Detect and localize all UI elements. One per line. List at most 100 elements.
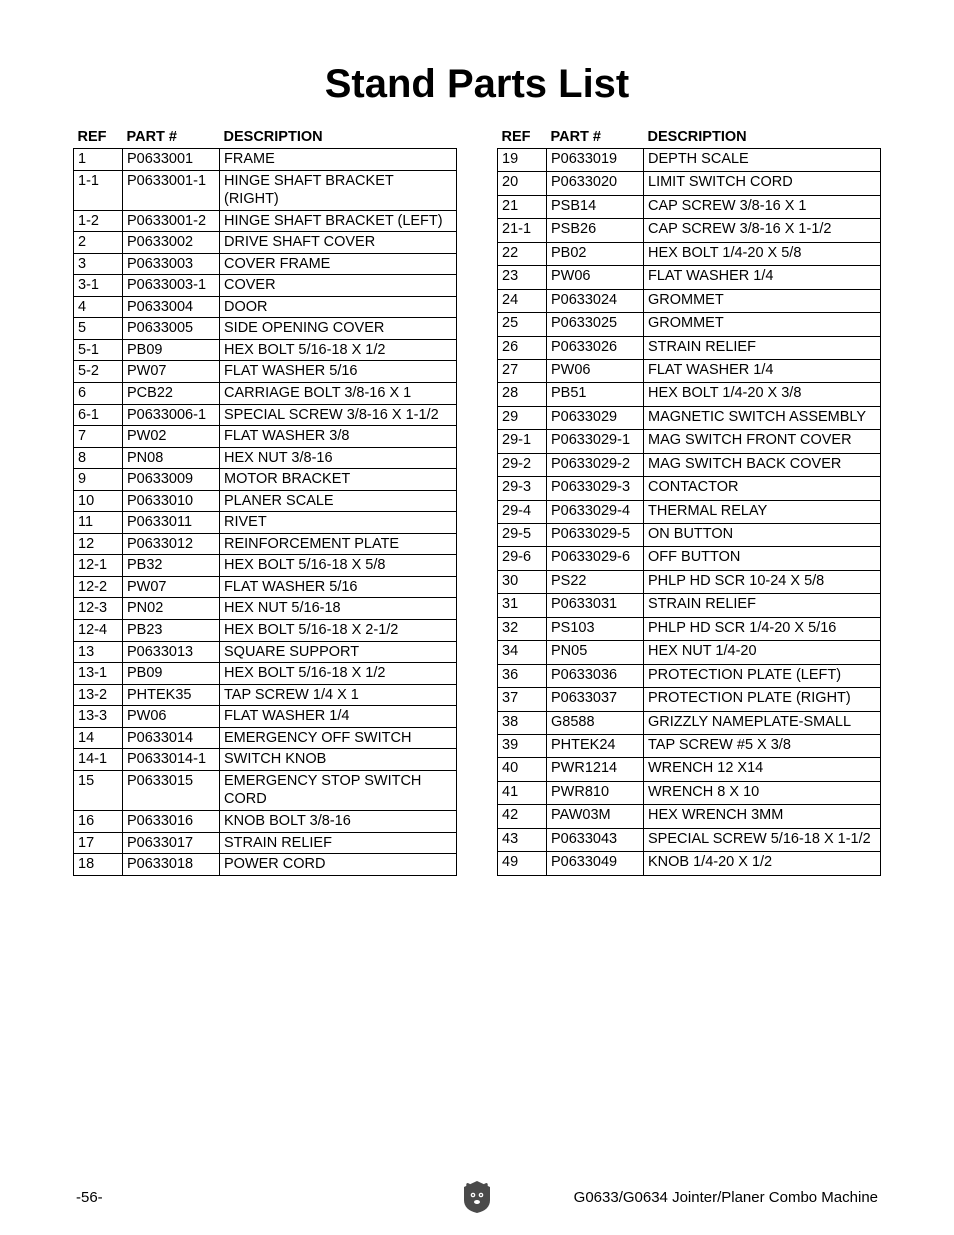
table-row: 21PSB14CAP SCREW 3/8-16 X 1 — [498, 195, 881, 218]
cell-desc: TAP SCREW #5 X 3/8 — [644, 734, 881, 757]
cell-desc: MOTOR BRACKET — [220, 469, 457, 491]
cell-desc: KNOB BOLT 3/8-16 — [220, 810, 457, 832]
cell-part: P0633029-5 — [547, 524, 644, 547]
table-row: 40PWR1214WRENCH 12 X14 — [498, 758, 881, 781]
cell-part: P0633036 — [547, 664, 644, 687]
table-row: 29-1P0633029-1MAG SWITCH FRONT COVER — [498, 430, 881, 453]
cell-part: P0633029 — [547, 406, 644, 429]
cell-part: PW06 — [123, 706, 220, 728]
cell-part: P0633029-1 — [547, 430, 644, 453]
cell-desc: PROTECTION PLATE (LEFT) — [644, 664, 881, 687]
cell-part: PHTEK24 — [547, 734, 644, 757]
cell-ref: 42 — [498, 805, 547, 828]
cell-part: P0633015 — [123, 770, 220, 810]
table-row: 1-2P0633001-2HINGE SHAFT BRACKET (LEFT) — [74, 210, 457, 232]
table-row: 41PWR810WRENCH 8 X 10 — [498, 781, 881, 804]
cell-part: P0633024 — [547, 289, 644, 312]
cell-ref: 13 — [74, 641, 123, 663]
cell-part: P0633003 — [123, 253, 220, 275]
cell-part: P0633029-3 — [547, 477, 644, 500]
table-row: 2P0633002DRIVE SHAFT COVER — [74, 232, 457, 254]
table-row: 13-1PB09HEX BOLT 5/16-18 X 1/2 — [74, 663, 457, 685]
cell-ref: 18 — [74, 854, 123, 876]
cell-part: PW07 — [123, 576, 220, 598]
cell-ref: 19 — [498, 149, 547, 172]
cell-ref: 13-2 — [74, 684, 123, 706]
parts-table-left: REF PART # DESCRIPTION 1P0633001FRAME1-1… — [73, 129, 457, 876]
cell-ref: 31 — [498, 594, 547, 617]
page: Stand Parts List REF PART # DESCRIPTION … — [0, 0, 954, 1235]
cell-desc: FLAT WASHER 1/4 — [644, 359, 881, 382]
cell-ref: 38 — [498, 711, 547, 734]
table-row: 28PB51HEX BOLT 1/4-20 X 3/8 — [498, 383, 881, 406]
table-row: 49P0633049KNOB 1/4-20 X 1/2 — [498, 852, 881, 875]
cell-part: P0633001 — [123, 149, 220, 171]
cell-desc: HEX BOLT 5/16-18 X 5/8 — [220, 555, 457, 577]
table-row: 39PHTEK24TAP SCREW #5 X 3/8 — [498, 734, 881, 757]
parts-table-right: REF PART # DESCRIPTION 19P0633019DEPTH S… — [497, 129, 881, 876]
cell-ref: 37 — [498, 688, 547, 711]
table-row: 32PS103PHLP HD SCR 1/4-20 X 5/16 — [498, 617, 881, 640]
cell-desc: OFF BUTTON — [644, 547, 881, 570]
cell-ref: 36 — [498, 664, 547, 687]
cell-desc: SIDE OPENING COVER — [220, 318, 457, 340]
cell-part: PS22 — [547, 570, 644, 593]
cell-part: P0633006-1 — [123, 404, 220, 426]
table-row: 42PAW03MHEX WRENCH 3MM — [498, 805, 881, 828]
cell-part: P0633037 — [547, 688, 644, 711]
cell-ref: 28 — [498, 383, 547, 406]
cell-desc: SQUARE SUPPORT — [220, 641, 457, 663]
grizzly-logo-icon — [462, 1180, 492, 1214]
cell-part: PS103 — [547, 617, 644, 640]
cell-ref: 5 — [74, 318, 123, 340]
page-number: -56- — [76, 1189, 103, 1206]
cell-desc: HEX BOLT 5/16-18 X 1/2 — [220, 663, 457, 685]
cell-ref: 8 — [74, 447, 123, 469]
cell-ref: 12-1 — [74, 555, 123, 577]
cell-ref: 40 — [498, 758, 547, 781]
cell-desc: SPECIAL SCREW 5/16-18 X 1-1/2 — [644, 828, 881, 851]
cell-part: P0633005 — [123, 318, 220, 340]
cell-desc: HEX NUT 3/8-16 — [220, 447, 457, 469]
cell-ref: 29 — [498, 406, 547, 429]
cell-desc: PLANER SCALE — [220, 490, 457, 512]
cell-part: P0633009 — [123, 469, 220, 491]
cell-part: PB23 — [123, 620, 220, 642]
cell-part: P0633004 — [123, 296, 220, 318]
cell-desc: KNOB 1/4-20 X 1/2 — [644, 852, 881, 875]
table-row: 29-6P0633029-6OFF BUTTON — [498, 547, 881, 570]
cell-part: PAW03M — [547, 805, 644, 828]
header-ref: REF — [74, 129, 123, 149]
cell-part: P0633017 — [123, 832, 220, 854]
header-ref: REF — [498, 129, 547, 149]
cell-part: PB02 — [547, 242, 644, 265]
cell-part: PSB14 — [547, 195, 644, 218]
table-row: 12-4PB23HEX BOLT 5/16-18 X 2-1/2 — [74, 620, 457, 642]
table-row: 36P0633036PROTECTION PLATE (LEFT) — [498, 664, 881, 687]
table-row: 29-4P0633029-4THERMAL RELAY — [498, 500, 881, 523]
cell-part: P0633012 — [123, 533, 220, 555]
cell-ref: 29-6 — [498, 547, 547, 570]
cell-ref: 27 — [498, 359, 547, 382]
cell-ref: 39 — [498, 734, 547, 757]
cell-desc: GROMMET — [644, 289, 881, 312]
table-row: 3-1P0633003-1COVER — [74, 275, 457, 297]
cell-ref: 34 — [498, 641, 547, 664]
cell-part: P0633043 — [547, 828, 644, 851]
cell-desc: DOOR — [220, 296, 457, 318]
cell-part: PW02 — [123, 426, 220, 448]
table-row: 14P0633014EMERGENCY OFF SWITCH — [74, 727, 457, 749]
table-row: 23PW06FLAT WASHER 1/4 — [498, 266, 881, 289]
cell-part: P0633029-2 — [547, 453, 644, 476]
cell-part: PCB22 — [123, 383, 220, 405]
cell-ref: 1-2 — [74, 210, 123, 232]
table-row: 4P0633004DOOR — [74, 296, 457, 318]
cell-desc: REINFORCEMENT PLATE — [220, 533, 457, 555]
table-row: 13-2PHTEK35TAP SCREW 1/4 X 1 — [74, 684, 457, 706]
table-row: 37P0633037PROTECTION PLATE (RIGHT) — [498, 688, 881, 711]
cell-ref: 5-2 — [74, 361, 123, 383]
cell-ref: 2 — [74, 232, 123, 254]
cell-ref: 25 — [498, 313, 547, 336]
cell-part: P0633013 — [123, 641, 220, 663]
table-row: 43P0633043SPECIAL SCREW 5/16-18 X 1-1/2 — [498, 828, 881, 851]
